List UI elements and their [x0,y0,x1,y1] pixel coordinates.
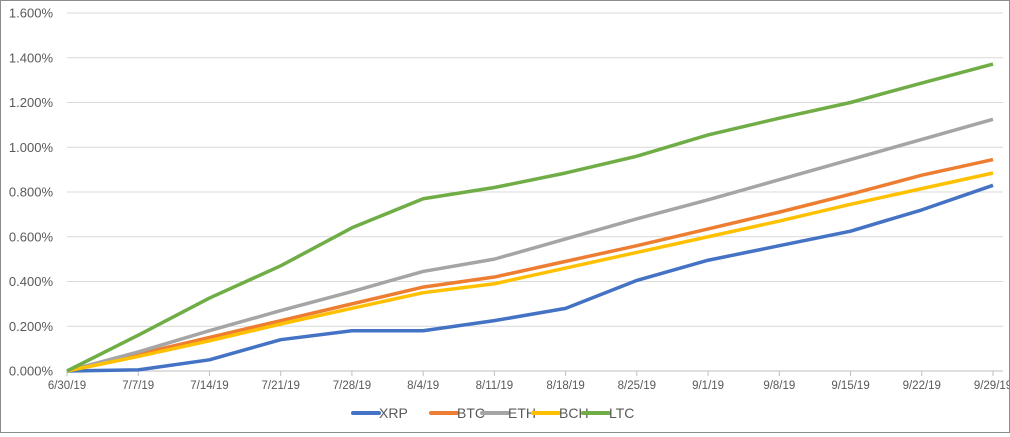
x-tick-label: 9/8/19 [763,380,795,392]
x-axis-ticks: 6/30/19 7/7/19 7/14/19 7/21/19 7/28/19 8/4/19… [48,371,1010,392]
y-tick-label: 0.400% [9,274,54,289]
x-tick-label: 8/11/19 [476,380,514,392]
legend-label-bch: BCH [559,405,589,421]
legend-label-eth: ETH [508,405,536,421]
legend: XRP BTC ETH BCH LTC [351,405,634,421]
x-tick-label: 7/21/19 [262,380,300,392]
x-tick-label: 8/4/19 [407,380,439,392]
y-tick-label: 1.600% [9,6,54,21]
x-tick-label: 9/15/19 [831,380,869,392]
series-line-xrp [66,183,994,373]
y-tick-label: 0.600% [9,229,54,244]
series-line-eth [66,117,994,373]
x-tick-label: 9/29/19 [974,380,1009,392]
x-tick-label: 7/7/19 [122,380,154,392]
y-tick-label: 0.800% [9,185,54,200]
x-tick-label: 9/1/19 [692,380,724,392]
x-tick-label: 6/30/19 [48,380,86,392]
y-tick-label: 1.000% [9,140,54,155]
series-line-ltc [66,62,994,373]
x-tick-label: 7/28/19 [333,380,371,392]
y-axis-ticks: 0.000% 0.200% 0.400% 0.600% 0.800% 1.000% 1.20… [9,6,54,379]
y-tick-label: 1.400% [9,50,54,65]
series-line-bch [66,171,994,373]
series-lines [66,62,994,373]
legend-label-btc: BTC [457,405,485,421]
x-tick-label: 7/14/19 [190,380,228,392]
series-line-btc [66,157,994,373]
x-tick-label: 8/18/19 [546,380,584,392]
legend-label-xrp: XRP [379,405,408,421]
y-tick-label: 1.200% [9,95,54,110]
y-tick-label: 0.200% [9,319,54,334]
x-tick-label: 8/25/19 [618,380,656,392]
y-tick-label: 0.000% [9,364,54,379]
legend-label-ltc: LTC [609,405,634,421]
x-tick-label: 9/22/19 [903,380,941,392]
